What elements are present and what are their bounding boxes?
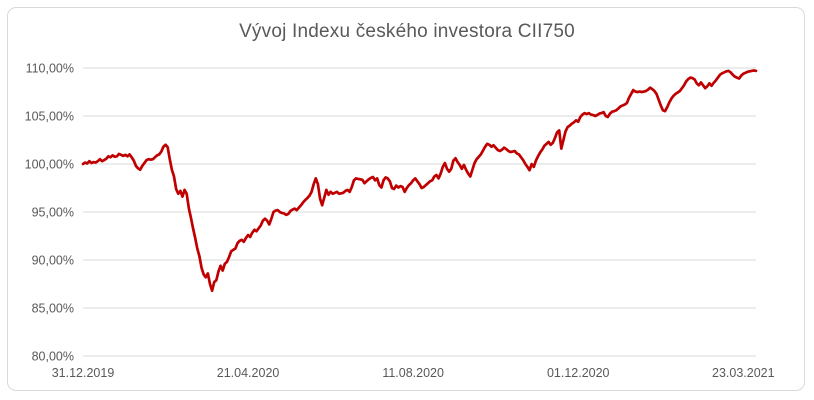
- y-axis-tick-label: 110,00%: [26, 62, 74, 76]
- x-axis-tick-label: 11.08.2020: [382, 366, 444, 380]
- y-axis-tick-label: 90,00%: [32, 254, 74, 268]
- y-axis-tick-label: 100,00%: [25, 158, 74, 172]
- x-axis-tick-label: 21.04.2020: [217, 366, 280, 380]
- x-axis-tick-label: 23.03.2021: [712, 366, 775, 380]
- y-axis-tick-label: 85,00%: [32, 302, 74, 316]
- x-axis-tick-label: 01.12.2020: [547, 366, 610, 380]
- chart-frame: [7, 7, 805, 391]
- chart-title: Vývoj Indexu českého investora CII750: [239, 21, 575, 42]
- x-axis-tick-label: 31.12.2019: [52, 366, 115, 380]
- y-axis-tick-label: 80,00%: [32, 350, 74, 364]
- series-line-cii750: [81, 69, 758, 293]
- y-axis-tick-label: 95,00%: [32, 206, 74, 220]
- y-axis-tick-label: 105,00%: [25, 110, 74, 124]
